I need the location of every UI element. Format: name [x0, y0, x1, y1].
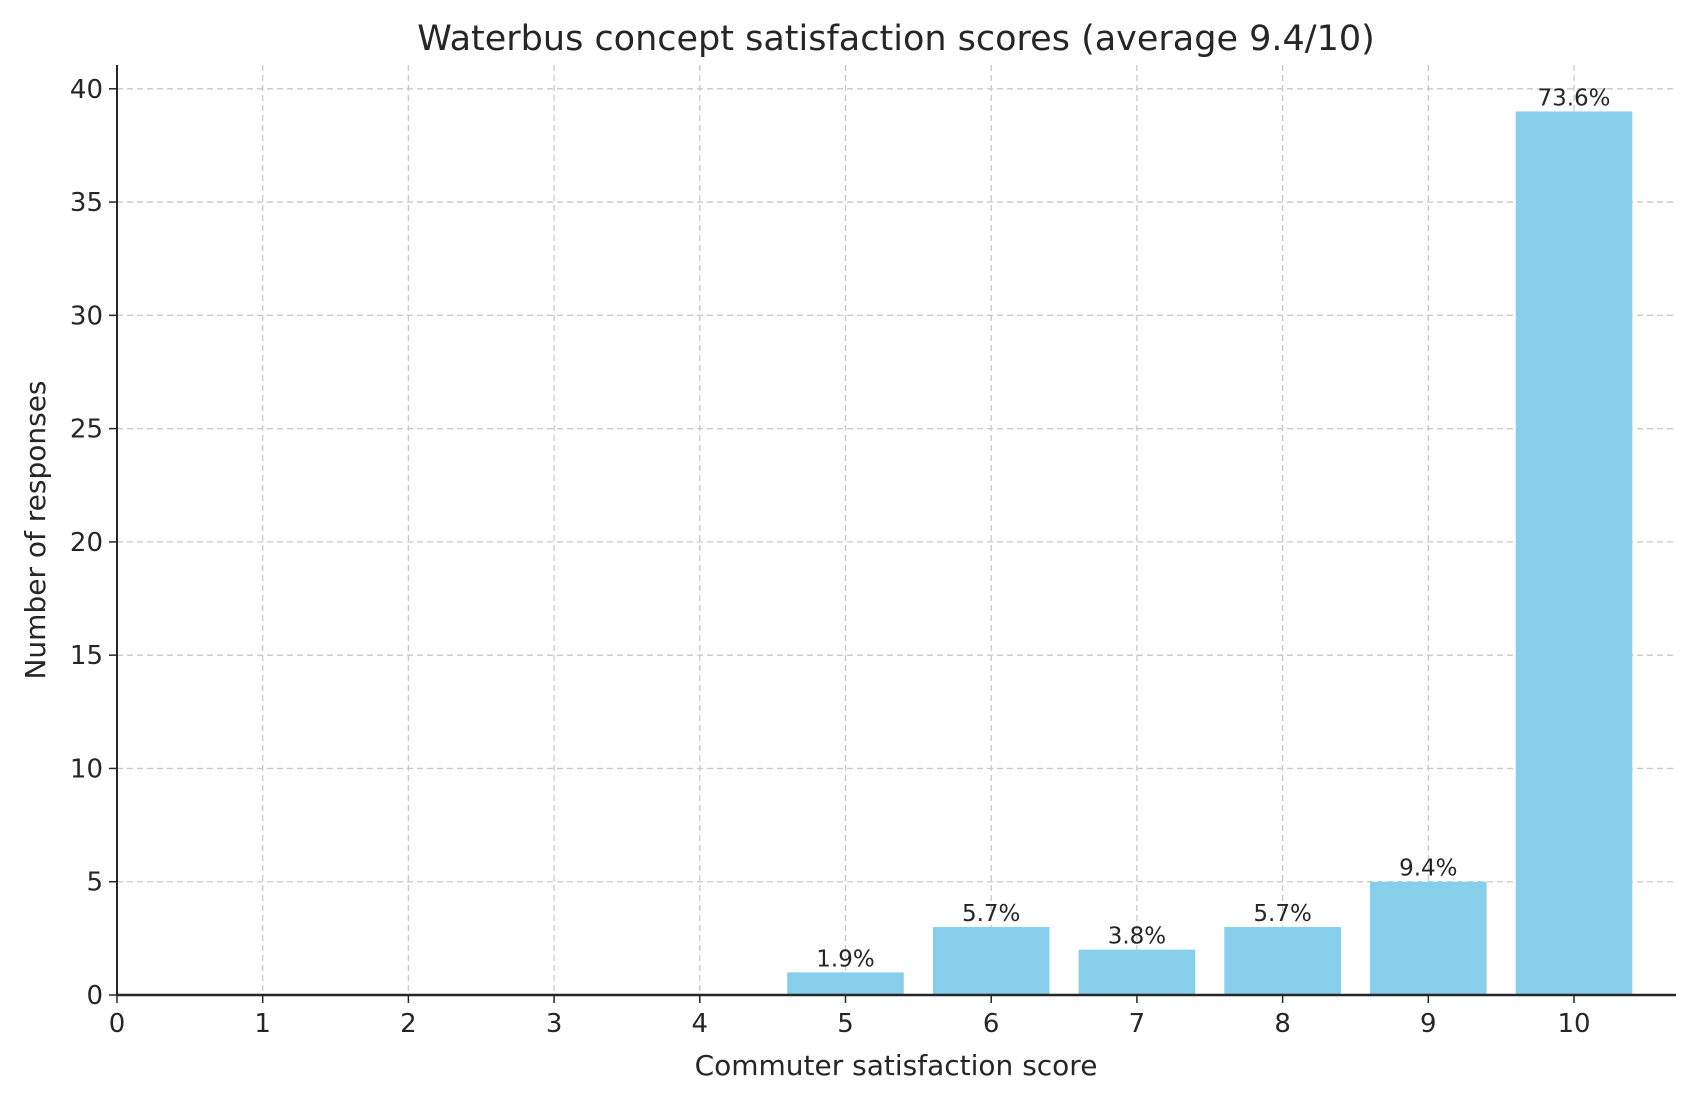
y-tick-label: 40: [70, 75, 103, 105]
bar-label: 5.7%: [1253, 901, 1311, 927]
bar-label: 3.8%: [1108, 924, 1166, 950]
y-tick-label: 30: [70, 301, 103, 331]
x-tick-label: 6: [983, 1009, 1000, 1039]
bar-score-6: [932, 927, 1050, 995]
bars: [787, 111, 1633, 995]
bar-score-8: [1224, 927, 1341, 995]
x-tick-label: 1: [254, 1009, 271, 1039]
bar-score-9: [1370, 881, 1487, 995]
x-tick-label: 2: [400, 1009, 417, 1039]
bar-label: 1.9%: [816, 946, 874, 972]
data-labels: 1.9% 5.7% 3.8% 5.7% 9.4% 73.6%: [816, 85, 1610, 972]
y-tick-label: 15: [70, 641, 103, 671]
y-axis-label: Number of responses: [19, 380, 52, 679]
y-tick-label: 5: [86, 868, 103, 898]
x-tick-label: 0: [109, 1009, 126, 1039]
y-tick-label: 10: [70, 754, 103, 784]
chart-title: Waterbus concept satisfaction scores (av…: [417, 19, 1375, 59]
y-tick-label: 20: [70, 528, 103, 558]
bar-label: 73.6%: [1537, 85, 1610, 111]
bar-score-7: [1078, 949, 1196, 995]
bar-label: 9.4%: [1399, 856, 1457, 882]
y-tick-label: 0: [86, 981, 103, 1011]
x-axis-label: Commuter satisfaction score: [695, 1049, 1098, 1082]
y-tick-label: 35: [70, 188, 103, 218]
bar-score-10: [1515, 111, 1633, 995]
bar-label: 5.7%: [962, 901, 1020, 927]
x-tick-label: 8: [1274, 1009, 1291, 1039]
x-tick-label: 4: [692, 1009, 709, 1039]
x-tick-label: 3: [546, 1009, 563, 1039]
x-tick-label: 5: [837, 1009, 854, 1039]
x-tick-label: 10: [1557, 1009, 1590, 1039]
y-tick-label: 25: [70, 415, 103, 445]
x-tick-label: 9: [1420, 1009, 1437, 1039]
bar-score-5: [787, 972, 904, 995]
x-tick-label: 7: [1129, 1009, 1146, 1039]
axes: 0 1 2 3 4 5 6 7 8 9 10 0 5 10 15 20 25 30 35 40: [70, 65, 1676, 1039]
